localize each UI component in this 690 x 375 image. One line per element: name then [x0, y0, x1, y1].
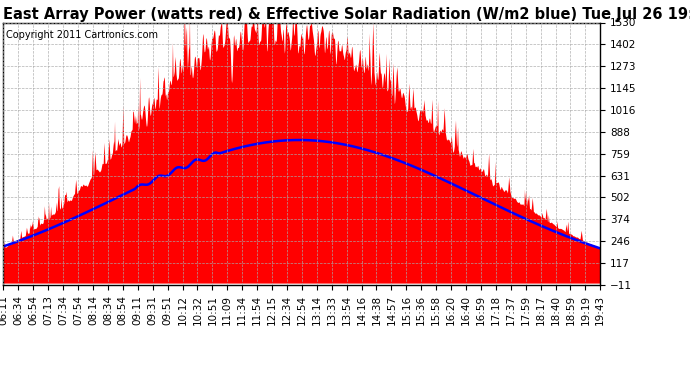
Text: East Array Power (watts red) & Effective Solar Radiation (W/m2 blue) Tue Jul 26 : East Array Power (watts red) & Effective… [3, 8, 690, 22]
Text: Copyright 2011 Cartronics.com: Copyright 2011 Cartronics.com [6, 30, 159, 40]
